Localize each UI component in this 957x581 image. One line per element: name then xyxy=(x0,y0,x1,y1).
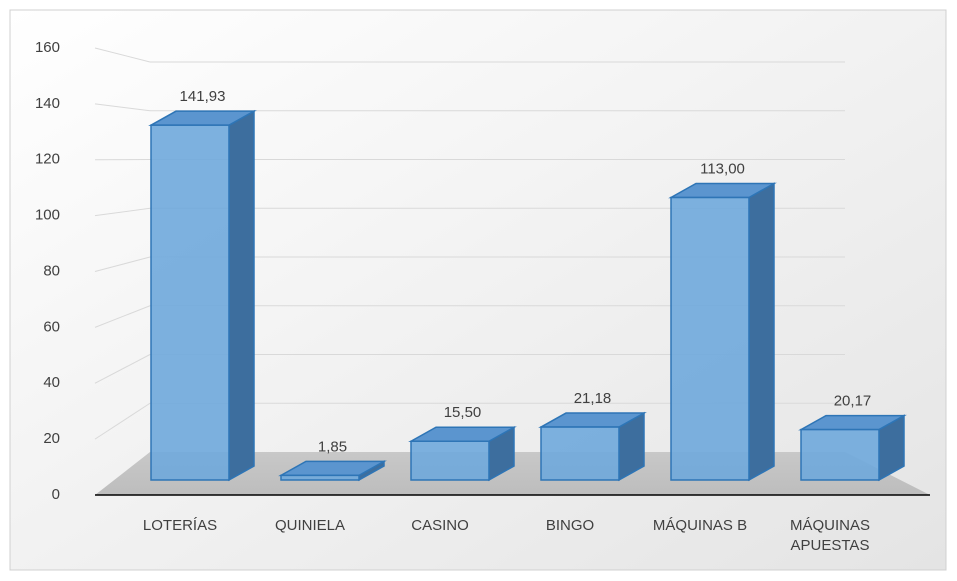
data-label: 141,93 xyxy=(180,88,226,105)
y-tick-label: 0 xyxy=(52,486,60,503)
data-label: 21,18 xyxy=(574,390,612,407)
bar xyxy=(150,124,230,481)
grid-line xyxy=(94,354,151,384)
bar xyxy=(410,440,490,481)
data-label: 20,17 xyxy=(834,393,872,410)
grid-line xyxy=(94,256,151,272)
x-tick-label: MÁQUINAS APUESTAS xyxy=(789,517,870,554)
x-tick-label: LOTERÍAS xyxy=(142,517,218,534)
grid-line xyxy=(94,103,151,112)
x-tick-label: CASINO xyxy=(411,517,469,534)
bar-side xyxy=(748,182,775,482)
grid-line xyxy=(94,402,151,440)
grid-line xyxy=(94,305,151,328)
y-tick-label: 140 xyxy=(35,95,60,112)
x-tick-label: BINGO xyxy=(545,517,595,534)
y-tick-label: 100 xyxy=(35,207,60,224)
data-label: 15,50 xyxy=(444,404,482,421)
data-label: 1,85 xyxy=(318,438,347,455)
data-label: 113,00 xyxy=(700,160,745,177)
bar-side xyxy=(228,109,255,482)
y-tick-label: 60 xyxy=(43,318,60,335)
x-tick-label: QUINIELA xyxy=(274,517,346,534)
y-tick-label: 40 xyxy=(43,374,60,391)
bar xyxy=(670,196,750,481)
y-tick-label: 80 xyxy=(43,262,60,279)
y-tick-label: 160 xyxy=(35,39,60,56)
bar xyxy=(540,426,620,481)
y-tick-label: 20 xyxy=(43,430,60,447)
bar xyxy=(280,474,360,481)
bar xyxy=(800,428,880,481)
x-tick-label: MÁQUINAS B xyxy=(652,517,748,534)
grid-line xyxy=(94,47,151,63)
grid-line xyxy=(94,207,151,217)
y-tick-label: 120 xyxy=(35,151,60,168)
